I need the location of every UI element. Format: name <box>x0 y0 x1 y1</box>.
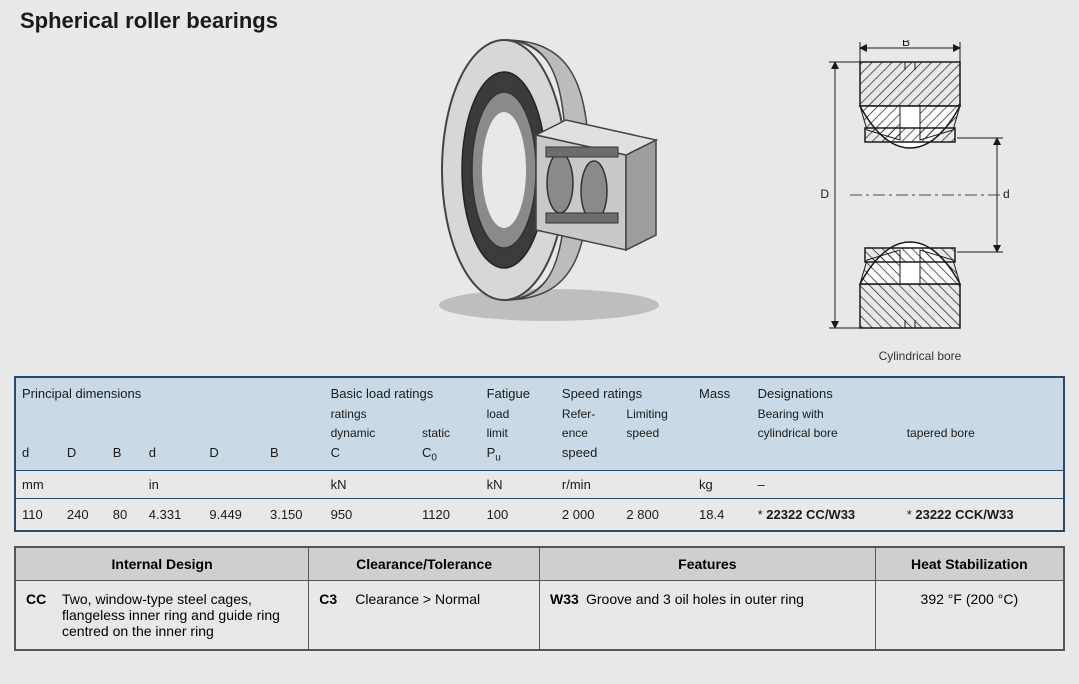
dim-label-d: d <box>1003 187 1010 201</box>
internal-code: CC <box>26 591 62 607</box>
cell-internal: CCTwo, window-type steel cages, flangele… <box>15 580 309 650</box>
hd-desig: Designations <box>752 377 1064 404</box>
feat-text: Groove and 3 oil holes in outer ring <box>586 591 861 607</box>
features-header-row: Internal Design Clearance/Tolerance Feat… <box>15 547 1064 581</box>
table-header-row: Principal dimensions Basic load ratings … <box>15 377 1064 404</box>
val-d-in: 4.331 <box>143 498 204 531</box>
features-table: Internal Design Clearance/Tolerance Feat… <box>14 546 1065 651</box>
val-Pu: 100 <box>481 498 556 531</box>
bearing-3d-svg <box>394 20 684 330</box>
hd-fatigue1: Fatigue <box>481 377 556 404</box>
hd-desig-sub2: cylindrical bore <box>752 423 901 442</box>
schematic-svg: B D d <box>805 40 1035 340</box>
val-lim: 2 800 <box>620 498 693 531</box>
sym-C0: C0 <box>416 442 481 470</box>
dim-label-B: B <box>902 40 910 49</box>
sym-d: d <box>15 442 61 470</box>
val-ref: 2 000 <box>556 498 621 531</box>
unit-kg: kg <box>693 470 752 498</box>
sym-Pu: Pu <box>481 442 556 470</box>
val-C: 950 <box>325 498 416 531</box>
hd-fatigue3: limit <box>481 423 556 442</box>
val-d-mm: 110 <box>15 498 61 531</box>
clear-code: C3 <box>319 591 355 607</box>
val-C0: 1120 <box>416 498 481 531</box>
hd-mass: Mass <box>693 377 752 404</box>
feat-code: W33 <box>550 591 586 607</box>
sym-C: C <box>325 442 416 470</box>
schematic-block: B D d <box>805 40 1035 363</box>
cell-heat: 392 °F (200 °C) <box>875 580 1064 650</box>
val-des1: * 22322 CC/W33 <box>752 498 901 531</box>
sym-D2: D <box>203 442 264 470</box>
val-D-in: 9.449 <box>203 498 264 531</box>
val-D-mm: 240 <box>61 498 107 531</box>
hd-static: static <box>416 423 481 442</box>
val-mass: 18.4 <box>693 498 752 531</box>
fh-heat: Heat Stabilization <box>875 547 1064 581</box>
val-des2: * 23222 CCK/W33 <box>901 498 1064 531</box>
schematic-caption: Cylindrical bore <box>805 349 1035 363</box>
unit-in: in <box>143 470 325 498</box>
fh-clear: Clearance/Tolerance <box>309 547 540 581</box>
val-B-in: 3.150 <box>264 498 325 531</box>
hd-basic-ratings: ratings <box>325 404 481 423</box>
hd-ref1: Refer- <box>556 404 621 423</box>
illustration-row: B D d <box>14 40 1065 368</box>
internal-text: Two, window-type steel cages, flangeless… <box>62 591 294 639</box>
hd-fatigue2: load <box>481 404 556 423</box>
cell-clear: C3Clearance > Normal <box>309 580 540 650</box>
sym-ref: speed <box>556 442 621 470</box>
unit-mm: mm <box>15 470 143 498</box>
hd-speed: Speed ratings <box>556 377 693 404</box>
page: Spherical roller bearings <box>0 0 1079 684</box>
hd-dynamic: dynamic <box>325 423 416 442</box>
sym-D: D <box>61 442 107 470</box>
val-B-mm: 80 <box>107 498 143 531</box>
sym-B2: B <box>264 442 325 470</box>
bearing-3d-illustration <box>394 20 684 335</box>
unit-kN: kN <box>325 470 481 498</box>
sym-B: B <box>107 442 143 470</box>
fh-internal: Internal Design <box>15 547 309 581</box>
table-subheader-row-1: ratings load Refer- Limiting Bearing wit… <box>15 404 1064 423</box>
cell-feat: W33Groove and 3 oil holes in outer ring <box>539 580 875 650</box>
dimensions-table: Principal dimensions Basic load ratings … <box>14 376 1065 532</box>
hd-principal: Principal dimensions <box>15 377 325 404</box>
hd-lim2: speed <box>620 423 693 442</box>
unit-dash: – <box>752 470 1064 498</box>
hd-desig-sub1: Bearing with <box>752 404 901 423</box>
hd-lim1: Limiting <box>620 404 693 423</box>
fh-feat: Features <box>539 547 875 581</box>
clear-text: Clearance > Normal <box>355 591 480 607</box>
hd-basic: Basic load ratings <box>325 377 481 404</box>
unit-rmin: r/min <box>556 470 693 498</box>
table-subheader-row-2: dynamic static limit ence speed cylindri… <box>15 423 1064 442</box>
hd-ref2: ence <box>556 423 621 442</box>
table-unit-row: mm in kN kN r/min kg – <box>15 470 1064 498</box>
table-symbol-row: d D B d D B C C0 Pu speed <box>15 442 1064 470</box>
dim-label-D: D <box>820 187 829 201</box>
table-data-row: 110 240 80 4.331 9.449 3.150 950 1120 10… <box>15 498 1064 531</box>
features-data-row: CCTwo, window-type steel cages, flangele… <box>15 580 1064 650</box>
sym-d2: d <box>143 442 204 470</box>
hd-desig-tap: tapered bore <box>901 423 1064 442</box>
unit-kN2: kN <box>481 470 556 498</box>
